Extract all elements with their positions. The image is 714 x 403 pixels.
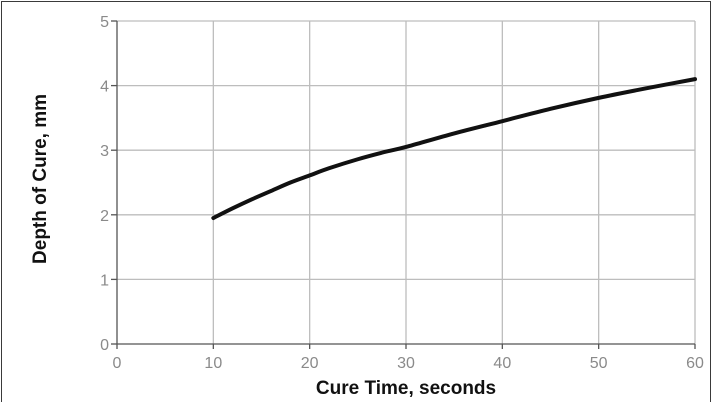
x-tick-label: 0 [113, 355, 122, 372]
x-tick-label: 20 [301, 355, 319, 372]
y-axis-title: Depth of Cure, mm [30, 94, 51, 264]
y-tick-label: 2 [100, 208, 109, 225]
data-series [211, 77, 697, 221]
series-line [211, 77, 697, 221]
x-tick-label: 30 [397, 355, 415, 372]
x-tick-label: 40 [493, 355, 511, 372]
axes [111, 20, 696, 349]
y-tick-label: 1 [100, 272, 109, 289]
y-tick-label: 5 [100, 14, 109, 31]
grid-lines [117, 20, 696, 344]
x-tick-label: 50 [590, 355, 608, 372]
x-tick-label: 10 [204, 355, 222, 372]
y-tick-label: 0 [100, 337, 109, 354]
y-tick-label: 4 [100, 79, 109, 96]
y-tick-label: 3 [100, 143, 109, 160]
x-axis-title: Cure Time, seconds [316, 378, 496, 399]
x-tick-label: 60 [686, 355, 704, 372]
